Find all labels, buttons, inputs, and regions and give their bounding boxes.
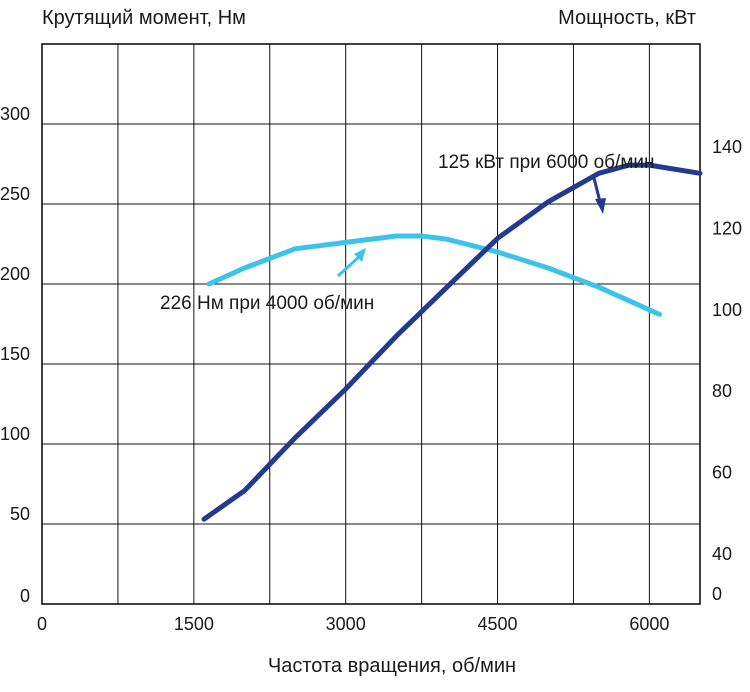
x-tick-label: 3000: [326, 614, 366, 634]
annotation-arrows: [336, 177, 606, 278]
y-right-tick-label: 40: [712, 544, 732, 564]
right-axis-title: Мощность, кВт: [558, 7, 696, 29]
y-right-tick-label: 0: [712, 584, 722, 604]
y-left-tick-label: 250: [0, 184, 30, 204]
y-right-tick-label: 140: [712, 137, 742, 157]
power-annotation-label: 125 кВт при 6000 об/мин: [438, 152, 655, 173]
left-axis-title: Крутящий момент, Нм: [42, 7, 246, 29]
x-tick-label: 1500: [174, 614, 214, 634]
power-curve-line: [201, 162, 703, 522]
y-left-tick-label: 100: [0, 424, 30, 444]
chart-grid: [41, 43, 701, 605]
y-left-tick-label: 50: [10, 504, 30, 524]
y-right-tick-label: 60: [712, 463, 732, 483]
y-left-tick-label: 0: [20, 586, 30, 606]
torque-annotation-arrow-head: [354, 248, 366, 262]
torque-annotation-label: 226 Нм при 4000 об/мин: [160, 293, 374, 314]
y-left-tick-label: 200: [0, 264, 30, 284]
plot-frame: [41, 43, 701, 605]
power-annotation-arrow-shaft: [592, 177, 602, 203]
x-tick-label: 0: [37, 614, 47, 634]
power-annotation-arrow-head: [595, 198, 606, 214]
y-right-tick-label: 120: [712, 218, 742, 238]
y-right-tick-label: 80: [712, 381, 732, 401]
x-axis-title: Частота вращения, об/мин: [268, 655, 516, 677]
y-left-tick-label: 300: [0, 104, 30, 124]
x-tick-label: 4500: [478, 614, 518, 634]
y-right-tick-label: 100: [712, 300, 742, 320]
torque-curve-line: [206, 233, 662, 317]
torque-annotation-arrow-shaft: [336, 254, 362, 278]
x-tick-label: 6000: [629, 614, 669, 634]
y-left-tick-label: 150: [0, 344, 30, 364]
chart-series: [201, 162, 703, 522]
